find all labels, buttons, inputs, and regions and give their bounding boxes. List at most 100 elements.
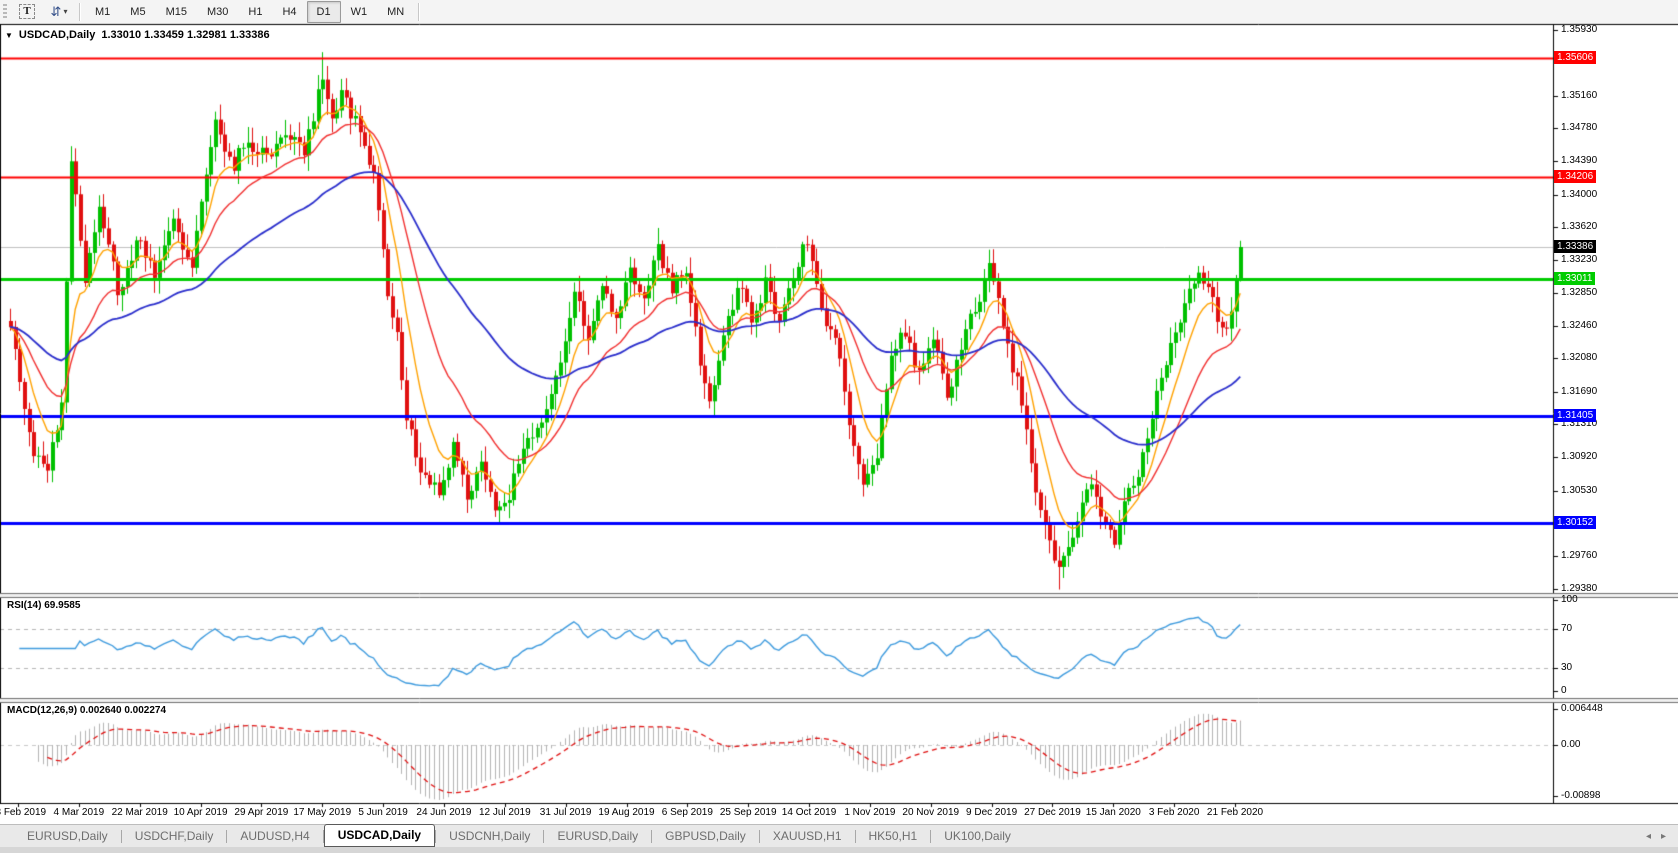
date-tick-label: 3 Feb 2020 <box>1148 807 1200 818</box>
timeframe-button-m5[interactable]: M5 <box>130 5 146 18</box>
tab-scroll-nav: ◂ ▸ <box>1646 831 1666 842</box>
price-tick-label: 1.30530 <box>1561 484 1598 496</box>
timeframe-button-m30[interactable]: M30 <box>206 5 229 18</box>
timeframe-button-h1[interactable]: H1 <box>248 5 263 18</box>
price-tick-label: 1.33230 <box>1561 254 1598 266</box>
timeframe-button-m15[interactable]: M15 <box>165 5 187 18</box>
chart-tab-usdchf-daily[interactable]: USDCHF,Daily <box>134 829 214 843</box>
date-tick-label: 22 Mar 2019 <box>111 807 168 818</box>
swap-arrows-icon: ⇵ <box>50 3 62 19</box>
toolbar-grip[interactable] <box>3 3 7 20</box>
chart-tab-gbpusd-daily[interactable]: GBPUSD,Daily <box>665 829 746 843</box>
date-tick-label: 9 Dec 2019 <box>966 807 1018 818</box>
timeframe-button-h4[interactable]: H4 <box>282 5 297 18</box>
level-price-tag: 1.33011 <box>1554 271 1596 285</box>
tab-scroll-left-icon[interactable]: ◂ <box>1645 830 1651 842</box>
tab-separator <box>854 829 856 843</box>
chart-symbol-period: USDCAD,Daily <box>18 29 96 41</box>
chart-tab-eurusd-daily[interactable]: EURUSD,Daily <box>557 829 639 843</box>
date-tick-label: 31 Jul 2019 <box>539 807 592 818</box>
price-tick-label: 1.31310 <box>1561 418 1598 430</box>
tab-separator <box>543 829 545 843</box>
date-tick-label: 21 Feb 2020 <box>1206 807 1264 818</box>
chart-tabs: EURUSD,Daily USDCHF,Daily AUDUSD,H4 USDCAD,… <box>14 823 1024 847</box>
cursor-mode-button[interactable]: ⇵ ▾ <box>44 1 74 23</box>
macd-main-value: 0.002640 <box>79 705 122 716</box>
ohlc-high: 1.33459 <box>144 29 184 41</box>
price-tick-label: 1.35160 <box>1561 89 1598 101</box>
bottom-strip <box>0 847 1678 853</box>
tab-separator <box>758 829 760 843</box>
price-tick-label: 1.34780 <box>1561 122 1598 134</box>
text-tool-icon: T <box>19 4 35 19</box>
chart-tab-usdcad-daily[interactable]: USDCAD,Daily <box>323 823 436 847</box>
rsi-tick-label: 70 <box>1561 623 1573 635</box>
price-tick-label: 1.30920 <box>1561 451 1598 463</box>
chart-tab-uk100-daily[interactable]: UK100,Daily <box>944 829 1011 843</box>
date-tick-label: 14 Oct 2019 <box>781 807 837 818</box>
price-tick-label: 1.34000 <box>1561 188 1598 200</box>
date-tick-label: 15 Jan 2020 <box>1085 807 1141 818</box>
macd-tick-label: 0.006448 <box>1561 703 1603 714</box>
date-tick-label: 12 Jul 2019 <box>478 807 531 818</box>
date-tick-label: 6 Sep 2019 <box>661 807 713 818</box>
timeframe-button-d1[interactable]: D1 <box>306 0 341 23</box>
date-tick-label: 13 Feb 2019 <box>0 807 47 818</box>
rsi-tick-label: 100 <box>1561 594 1578 605</box>
ohlc-low: 1.32981 <box>186 29 227 41</box>
date-tick-label: 24 Jun 2019 <box>416 807 472 818</box>
level-price-tag: 1.35606 <box>1554 50 1597 64</box>
date-tick-label: 27 Dec 2019 <box>1024 807 1081 818</box>
tab-scroll-right-icon[interactable]: ▸ <box>1660 830 1666 842</box>
chevron-down-icon: ▾ <box>63 7 68 16</box>
macd-label: MACD(12,26,9) 0.002640 0.002274 <box>7 705 167 716</box>
rsi-tick-label: 30 <box>1561 661 1573 673</box>
toolbar-separator <box>79 2 81 21</box>
tab-separator <box>651 829 653 843</box>
rsi-value: 69.9585 <box>44 600 81 611</box>
tab-separator <box>322 829 324 843</box>
tab-separator <box>435 829 437 843</box>
chart-tab-eurusd-daily[interactable]: EURUSD,Daily <box>27 829 108 843</box>
price-axis[interactable]: 1.35930 1.35160 1.34780 1.34390 1.34000 1.336… <box>1553 24 1678 803</box>
date-tick-label: 20 Nov 2019 <box>902 807 960 818</box>
rsi-tick-label: 0 <box>1561 685 1567 696</box>
macd-signal-value: 0.002274 <box>124 705 167 716</box>
tab-separator <box>226 829 228 843</box>
price-tick-label: 1.35930 <box>1561 24 1598 35</box>
collapse-chart-icon[interactable]: ▼ <box>5 30 13 40</box>
level-price-tag: 1.34206 <box>1554 170 1597 184</box>
date-tick-label: 4 Mar 2019 <box>53 807 105 818</box>
price-tick-label: 1.31690 <box>1561 385 1598 397</box>
date-tick-label: 19 Aug 2019 <box>598 807 655 818</box>
chart-tab-hk50-h1[interactable]: HK50,H1 <box>868 829 918 843</box>
price-tick-label: 1.29380 <box>1561 582 1598 594</box>
price-tick-label: 1.32080 <box>1561 352 1598 364</box>
toolbar-separator <box>418 2 421 21</box>
price-tick-label: 1.34390 <box>1561 155 1598 167</box>
tab-separator <box>930 829 932 843</box>
chart-tab-usdcnh-daily[interactable]: USDCNH,Daily <box>449 829 531 843</box>
timeframe-button-mn[interactable]: MN <box>387 5 405 18</box>
date-tick-label: 1 Nov 2019 <box>844 807 896 818</box>
macd-tick-label: 0.00 <box>1561 739 1581 750</box>
text-tool-button[interactable]: T <box>12 1 42 23</box>
timeframe-button-m1[interactable]: M1 <box>95 5 111 18</box>
chart-tab-bar: EURUSD,Daily USDCHF,Daily AUDUSD,H4 USDCAD,… <box>0 823 1678 847</box>
current-price-tag: 1.33386 <box>1554 239 1597 253</box>
rsi-label: RSI(14) 69.9585 <box>7 600 81 611</box>
timeframe-button-w1[interactable]: W1 <box>350 5 368 18</box>
chart-tab-audusd-h4[interactable]: AUDUSD,H4 <box>240 829 310 843</box>
price-tick-label: 1.33620 <box>1561 221 1598 233</box>
level-price-tag: 1.30152 <box>1554 515 1597 529</box>
level-price-tag: 1.31405 <box>1554 408 1597 422</box>
ohlc-open: 1.33010 <box>101 29 142 41</box>
date-tick-label: 17 May 2019 <box>293 807 352 818</box>
tab-separator <box>120 829 122 843</box>
chart-tab-xauusd-h1[interactable]: XAUUSD,H1 <box>772 829 842 843</box>
date-tick-label: 5 Jun 2019 <box>358 807 408 818</box>
price-tick-label: 1.29760 <box>1561 550 1598 562</box>
price-tick-label: 1.32850 <box>1561 286 1598 298</box>
